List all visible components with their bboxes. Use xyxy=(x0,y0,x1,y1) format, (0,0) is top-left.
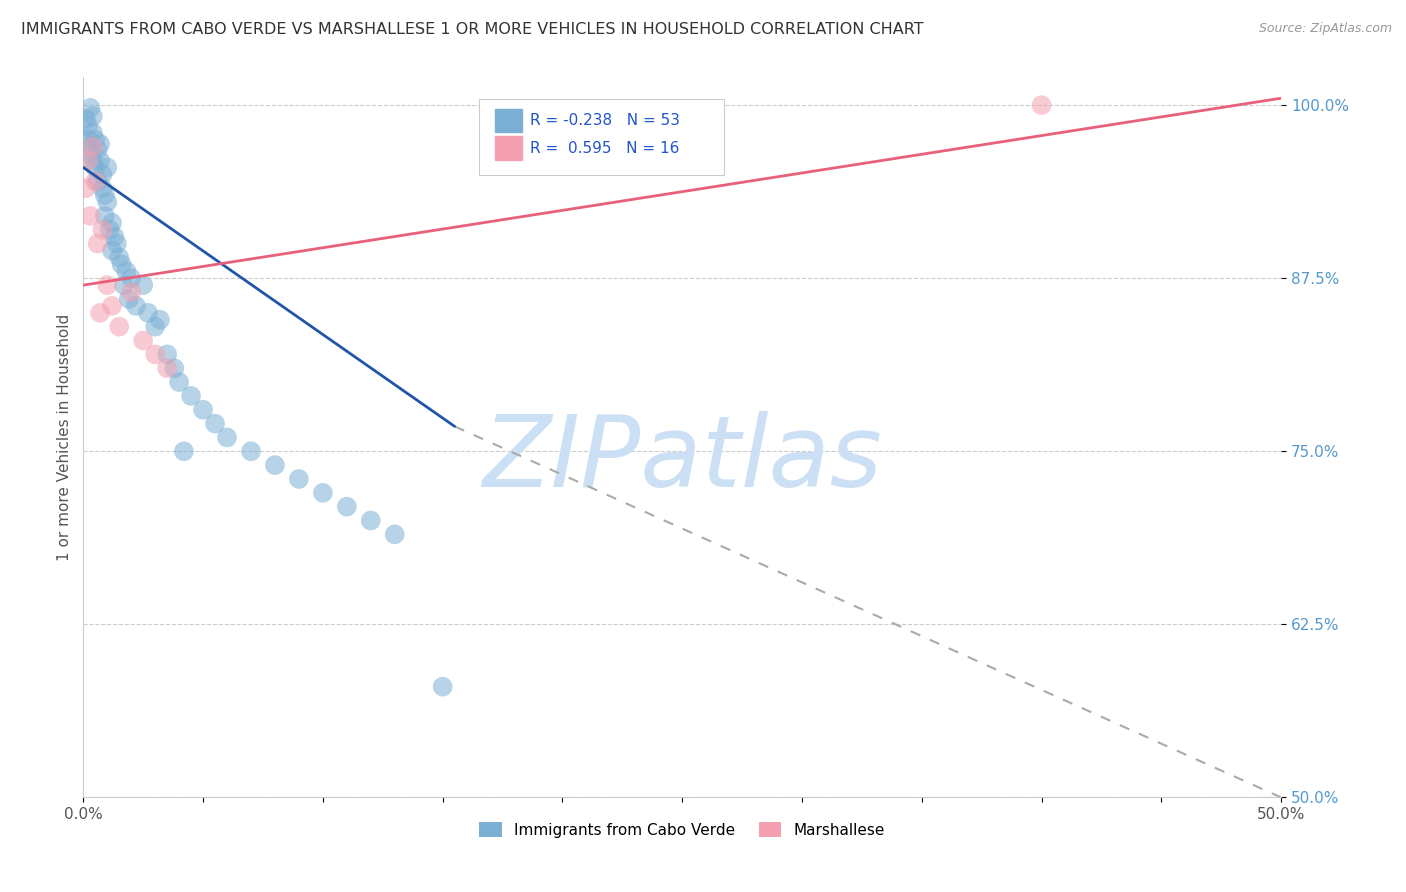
Point xyxy=(191,402,214,417)
Point xyxy=(77,133,100,147)
Text: Source: ZipAtlas.com: Source: ZipAtlas.com xyxy=(1258,22,1392,36)
Point xyxy=(125,299,148,313)
Point xyxy=(156,361,179,376)
Point xyxy=(118,292,141,306)
Point xyxy=(94,188,117,202)
Point xyxy=(89,306,111,320)
Text: R =  0.595   N = 16: R = 0.595 N = 16 xyxy=(530,141,679,155)
Point xyxy=(360,514,382,528)
Point xyxy=(136,306,159,320)
Point xyxy=(288,472,311,486)
Point xyxy=(1031,98,1053,112)
FancyBboxPatch shape xyxy=(495,136,522,160)
Point xyxy=(149,312,172,326)
Point xyxy=(82,126,104,140)
Point xyxy=(101,299,124,313)
Point xyxy=(86,143,108,157)
Point xyxy=(204,417,226,431)
Point xyxy=(143,319,166,334)
Legend: Immigrants from Cabo Verde, Marshallese: Immigrants from Cabo Verde, Marshallese xyxy=(474,815,891,844)
Text: IMMIGRANTS FROM CABO VERDE VS MARSHALLESE 1 OR MORE VEHICLES IN HOUSEHOLD CORREL: IMMIGRANTS FROM CABO VERDE VS MARSHALLES… xyxy=(21,22,924,37)
Point xyxy=(89,153,111,168)
Point xyxy=(112,278,135,293)
Point xyxy=(77,153,100,168)
Point xyxy=(91,167,114,181)
Text: ZIPatlas: ZIPatlas xyxy=(482,410,882,508)
Point xyxy=(79,209,101,223)
Point xyxy=(82,139,104,153)
Point xyxy=(132,278,155,293)
FancyBboxPatch shape xyxy=(478,99,724,175)
Point xyxy=(115,264,138,278)
Point xyxy=(82,109,104,123)
Point xyxy=(156,347,179,361)
Point xyxy=(336,500,359,514)
Point xyxy=(180,389,202,403)
Point xyxy=(120,285,142,299)
Point xyxy=(103,229,125,244)
Point xyxy=(312,485,335,500)
Point xyxy=(120,271,142,285)
Text: R = -0.238   N = 53: R = -0.238 N = 53 xyxy=(530,113,681,128)
Point xyxy=(111,257,134,271)
Point xyxy=(108,319,131,334)
Point xyxy=(143,347,166,361)
Point xyxy=(82,153,104,168)
Point xyxy=(384,527,406,541)
Point xyxy=(75,181,97,195)
Point xyxy=(432,680,454,694)
Point xyxy=(84,161,107,175)
Point xyxy=(240,444,263,458)
Point xyxy=(89,136,111,151)
Point xyxy=(173,444,195,458)
Y-axis label: 1 or more Vehicles in Household: 1 or more Vehicles in Household xyxy=(58,314,72,561)
FancyBboxPatch shape xyxy=(495,109,522,132)
Point xyxy=(91,181,114,195)
Point xyxy=(91,223,114,237)
Point xyxy=(167,375,190,389)
Point xyxy=(132,334,155,348)
Point xyxy=(79,101,101,115)
Point xyxy=(75,112,97,126)
Point xyxy=(108,251,131,265)
Point xyxy=(86,174,108,188)
Point xyxy=(264,458,287,472)
Point xyxy=(163,361,186,376)
Point xyxy=(79,146,101,161)
Point xyxy=(96,278,118,293)
Point xyxy=(79,139,101,153)
Point xyxy=(105,236,128,251)
Point xyxy=(101,244,124,258)
Point xyxy=(96,195,118,210)
Point xyxy=(84,133,107,147)
Point xyxy=(84,174,107,188)
Point xyxy=(101,216,124,230)
Point xyxy=(77,119,100,133)
Point xyxy=(94,209,117,223)
Point xyxy=(86,236,108,251)
Point xyxy=(215,430,238,444)
Point xyxy=(96,161,118,175)
Point xyxy=(98,223,121,237)
